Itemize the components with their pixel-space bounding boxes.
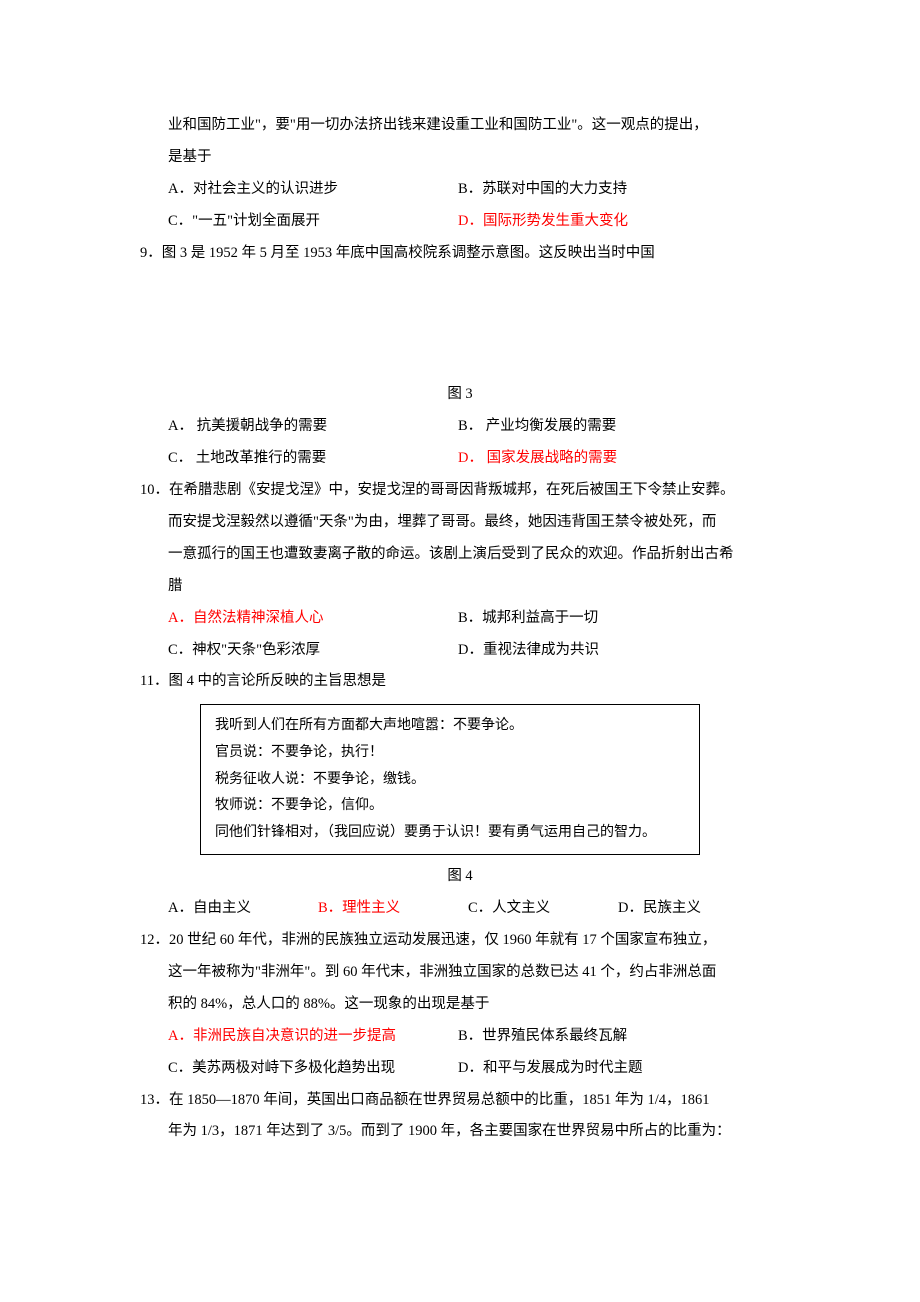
q9-figure-caption: 图 3 (140, 379, 780, 411)
q9-option-c: C． 土地改革推行的需要 (168, 443, 458, 475)
q11-quote-line1: 我听到人们在所有方面都大声地喧嚣：不要争论。 (215, 713, 685, 740)
q8-option-c: C．"一五"计划全面展开 (168, 206, 458, 238)
q11-option-b: B．理性主义 (318, 893, 468, 925)
q10-stem-line3: 一意孤行的国王也遭致妻离子散的命运。该剧上演后受到了民众的欢迎。作品折射出古希 (140, 539, 780, 571)
q11-quote-line2: 官员说：不要争论，执行！ (215, 740, 685, 767)
document-page: 业和国防工业"，要"用一切办法挤出钱来建设重工业和国防工业"。这一观点的提出， … (0, 0, 920, 1228)
q12-option-a: A．非洲民族自决意识的进一步提高 (168, 1021, 458, 1053)
q9-stem: 9．图 3 是 1952 年 5 月至 1953 年底中国高校院系调整示意图。这… (140, 238, 780, 270)
q10-option-a: A．自然法精神深植人心 (168, 603, 458, 635)
q12-stem-line3: 积的 84%，总人口的 88%。这一现象的出现是基于 (140, 989, 780, 1021)
q9-option-a: A． 抗美援朝战争的需要 (168, 411, 458, 443)
q8-option-a: A．对社会主义的认识进步 (168, 174, 458, 206)
q9-option-d: D． 国家发展战略的需要 (458, 443, 780, 475)
q8-options-row2: C．"一五"计划全面展开 D．国际形势发生重大变化 (140, 206, 780, 238)
q8-stem-line2: 是基于 (140, 142, 780, 174)
q12-options-row2: C．美苏两极对峙下多极化趋势出现 D．和平与发展成为时代主题 (140, 1053, 780, 1085)
q8-stem-line1: 业和国防工业"，要"用一切办法挤出钱来建设重工业和国防工业"。这一观点的提出， (140, 110, 780, 142)
q11-quote-box: 我听到人们在所有方面都大声地喧嚣：不要争论。 官员说：不要争论，执行！ 税务征收… (200, 704, 700, 855)
q11-figure-caption: 图 4 (140, 861, 780, 893)
q8-option-b: B．苏联对中国的大力支持 (458, 174, 780, 206)
q9-figure-placeholder (140, 269, 780, 379)
q8-option-d: D．国际形势发生重大变化 (458, 206, 780, 238)
q10-option-c: C．神权"天条"色彩浓厚 (168, 635, 458, 667)
q10-stem-line4: 腊 (140, 571, 780, 603)
q11-quote-line3: 税务征收人说：不要争论，缴钱。 (215, 767, 685, 794)
q9-options-row2: C． 土地改革推行的需要 D． 国家发展战略的需要 (140, 443, 780, 475)
q12-options-row1: A．非洲民族自决意识的进一步提高 B．世界殖民体系最终瓦解 (140, 1021, 780, 1053)
q13-stem-line2: 年为 1/3，1871 年达到了 3/5。而到了 1900 年，各主要国家在世界… (140, 1116, 780, 1148)
q10-options-row2: C．神权"天条"色彩浓厚 D．重视法律成为共识 (140, 635, 780, 667)
q11-options-row: A．自由主义 B．理性主义 C．人文主义 D．民族主义 (140, 893, 780, 925)
q9-options-row1: A． 抗美援朝战争的需要 B． 产业均衡发展的需要 (140, 411, 780, 443)
q10-option-b: B．城邦利益高于一切 (458, 603, 780, 635)
q12-option-d: D．和平与发展成为时代主题 (458, 1053, 780, 1085)
q12-option-b: B．世界殖民体系最终瓦解 (458, 1021, 780, 1053)
q10-stem-line1: 10．在希腊悲剧《安提戈涅》中，安提戈涅的哥哥因背叛城邦，在死后被国王下令禁止安… (140, 475, 780, 507)
q10-options-row1: A．自然法精神深植人心 B．城邦利益高于一切 (140, 603, 780, 635)
q12-option-c: C．美苏两极对峙下多极化趋势出现 (168, 1053, 458, 1085)
q10-option-d: D．重视法律成为共识 (458, 635, 780, 667)
q11-quote-line5: 同他们针锋相对，（我回应说）要勇于认识！要有勇气运用自己的智力。 (215, 820, 685, 847)
q11-option-c: C．人文主义 (468, 893, 618, 925)
q11-quote-line4: 牧师说：不要争论，信仰。 (215, 793, 685, 820)
q8-options-row1: A．对社会主义的认识进步 B．苏联对中国的大力支持 (140, 174, 780, 206)
q10-stem-line2: 而安提戈涅毅然以遵循"天条"为由，埋葬了哥哥。最终，她因违背国王禁令被处死，而 (140, 507, 780, 539)
q11-option-a: A．自由主义 (168, 893, 318, 925)
q12-stem-line2: 这一年被称为"非洲年"。到 60 年代末，非洲独立国家的总数已达 41 个，约占… (140, 957, 780, 989)
q12-stem-line1: 12．20 世纪 60 年代，非洲的民族独立运动发展迅速，仅 1960 年就有 … (140, 925, 780, 957)
q11-option-d: D．民族主义 (618, 893, 768, 925)
q13-stem-line1: 13．在 1850—1870 年间，英国出口商品额在世界贸易总额中的比重，185… (140, 1085, 780, 1117)
q11-stem: 11．图 4 中的言论所反映的主旨思想是 (140, 666, 780, 698)
q9-option-b: B． 产业均衡发展的需要 (458, 411, 780, 443)
